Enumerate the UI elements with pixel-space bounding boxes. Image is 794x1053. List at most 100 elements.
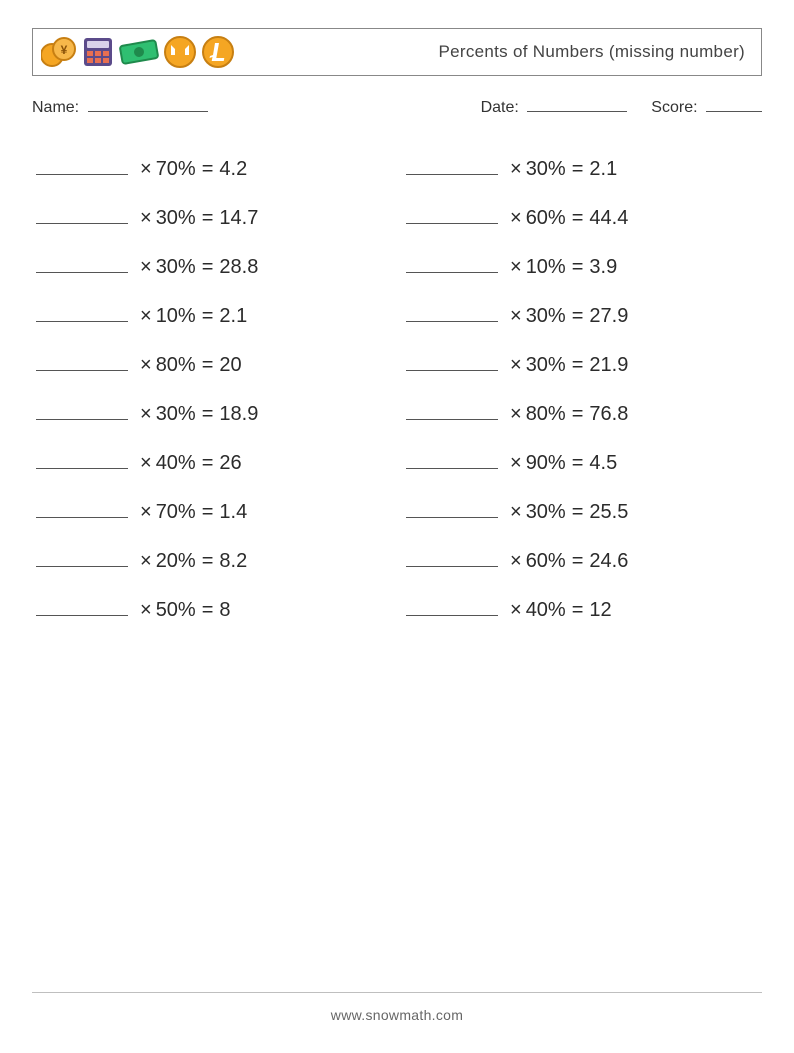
coins-icon: ¥ [41,35,77,69]
result-value: 8 [219,599,230,622]
problem-20: ×40%=12 [402,586,762,635]
answer-blank[interactable] [406,453,498,469]
percent-value: 80% [156,354,196,377]
equals-symbol: = [566,501,590,524]
multiply-symbol: × [136,452,156,475]
problem-9: ×80%=20 [32,341,392,390]
answer-blank[interactable] [36,208,128,224]
name-field: Name: [32,98,481,117]
equals-symbol: = [566,599,590,622]
multiply-symbol: × [506,599,526,622]
multiply-symbol: × [506,452,526,475]
result-value: 28.8 [219,256,258,279]
equals-symbol: = [196,158,220,181]
multiply-symbol: × [136,158,156,181]
score-blank[interactable] [706,98,762,112]
equals-symbol: = [566,305,590,328]
multiply-symbol: × [136,599,156,622]
percent-value: 30% [526,354,566,377]
problem-19: ×50%=8 [32,586,392,635]
answer-blank[interactable] [406,159,498,175]
equals-symbol: = [196,599,220,622]
date-label: Date: [481,99,519,116]
equals-symbol: = [196,550,220,573]
percent-value: 10% [156,305,196,328]
answer-blank[interactable] [406,208,498,224]
equals-symbol: = [566,256,590,279]
multiply-symbol: × [136,550,156,573]
multiply-symbol: × [136,207,156,230]
equals-symbol: = [196,207,220,230]
result-value: 8.2 [219,550,247,573]
multiply-symbol: × [136,354,156,377]
result-value: 27.9 [589,305,628,328]
result-value: 21.9 [589,354,628,377]
answer-blank[interactable] [406,257,498,273]
answer-blank[interactable] [36,306,128,322]
problem-10: ×30%=21.9 [402,341,762,390]
result-value: 44.4 [589,207,628,230]
percent-value: 30% [156,207,196,230]
percent-value: 80% [526,403,566,426]
percent-value: 30% [156,256,196,279]
problems-grid: ×70%=4.2×30%=2.1×30%=14.7×60%=44.4×30%=2… [32,145,762,635]
result-value: 26 [219,452,241,475]
name-blank[interactable] [88,98,208,112]
worksheet-page: ¥ [0,0,794,635]
multiply-symbol: × [506,403,526,426]
percent-value: 30% [526,158,566,181]
problem-8: ×30%=27.9 [402,292,762,341]
answer-blank[interactable] [36,355,128,371]
percent-value: 30% [526,305,566,328]
result-value: 12 [589,599,611,622]
answer-blank[interactable] [406,306,498,322]
monero-coin-icon [163,35,197,69]
answer-blank[interactable] [406,600,498,616]
multiply-symbol: × [506,550,526,573]
answer-blank[interactable] [36,404,128,420]
footer-url: www.snowmath.com [331,1007,463,1023]
answer-blank[interactable] [406,355,498,371]
answer-blank[interactable] [36,551,128,567]
multiply-symbol: × [506,305,526,328]
result-value: 2.1 [589,158,617,181]
page-footer: www.snowmath.com [0,992,794,1023]
answer-blank[interactable] [36,257,128,273]
answer-blank[interactable] [36,159,128,175]
equals-symbol: = [196,256,220,279]
equals-symbol: = [196,403,220,426]
problem-3: ×30%=14.7 [32,194,392,243]
answer-blank[interactable] [36,453,128,469]
date-field: Date: [481,98,628,117]
result-value: 4.5 [589,452,617,475]
result-value: 2.1 [219,305,247,328]
answer-blank[interactable] [406,502,498,518]
equals-symbol: = [566,550,590,573]
problem-18: ×60%=24.6 [402,537,762,586]
answer-blank[interactable] [36,600,128,616]
result-value: 3.9 [589,256,617,279]
date-blank[interactable] [527,98,627,112]
percent-value: 90% [526,452,566,475]
footer-rule [32,992,762,993]
problem-4: ×60%=44.4 [402,194,762,243]
result-value: 25.5 [589,501,628,524]
percent-value: 40% [156,452,196,475]
header-box: ¥ [32,28,762,76]
problem-17: ×20%=8.2 [32,537,392,586]
answer-blank[interactable] [406,404,498,420]
result-value: 20 [219,354,241,377]
result-value: 76.8 [589,403,628,426]
result-value: 14.7 [219,207,258,230]
result-value: 24.6 [589,550,628,573]
multiply-symbol: × [136,256,156,279]
equals-symbol: = [196,452,220,475]
svg-text:¥: ¥ [61,43,68,57]
problem-14: ×90%=4.5 [402,439,762,488]
score-label: Score: [651,99,697,116]
answer-blank[interactable] [406,551,498,567]
answer-blank[interactable] [36,502,128,518]
multiply-symbol: × [506,501,526,524]
litecoin-icon [201,35,235,69]
cash-icon [119,37,159,67]
